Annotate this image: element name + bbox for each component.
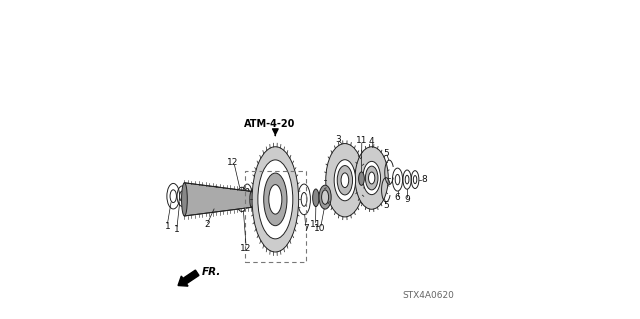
FancyArrow shape xyxy=(178,270,199,286)
Text: 11: 11 xyxy=(356,136,367,145)
Text: FR.: FR. xyxy=(202,267,221,277)
Text: 5: 5 xyxy=(383,149,388,158)
Ellipse shape xyxy=(239,193,244,205)
Ellipse shape xyxy=(170,190,177,203)
Ellipse shape xyxy=(180,191,185,201)
Text: 3: 3 xyxy=(335,135,341,144)
Ellipse shape xyxy=(326,144,364,217)
Text: 1: 1 xyxy=(164,222,170,231)
Ellipse shape xyxy=(258,160,293,239)
Ellipse shape xyxy=(355,147,388,209)
Ellipse shape xyxy=(363,161,381,195)
Ellipse shape xyxy=(245,189,250,197)
Ellipse shape xyxy=(321,190,328,204)
Text: 10: 10 xyxy=(314,224,326,233)
Ellipse shape xyxy=(358,172,364,185)
Ellipse shape xyxy=(269,185,282,214)
Ellipse shape xyxy=(252,147,299,252)
Text: 11: 11 xyxy=(310,220,321,229)
Ellipse shape xyxy=(334,160,356,201)
Text: 8: 8 xyxy=(421,175,427,184)
Text: 9: 9 xyxy=(404,195,410,204)
Ellipse shape xyxy=(396,174,400,185)
Polygon shape xyxy=(184,183,252,216)
Ellipse shape xyxy=(341,173,349,188)
Text: 1: 1 xyxy=(174,225,180,234)
Ellipse shape xyxy=(313,189,319,207)
Text: 7: 7 xyxy=(303,224,308,233)
Ellipse shape xyxy=(365,166,378,190)
Ellipse shape xyxy=(337,166,353,195)
Bar xyxy=(245,171,306,262)
Ellipse shape xyxy=(264,173,287,226)
Text: ATM-4-20: ATM-4-20 xyxy=(244,119,295,130)
Ellipse shape xyxy=(369,172,375,184)
Text: 4: 4 xyxy=(369,137,374,146)
Ellipse shape xyxy=(413,175,417,184)
Text: 5: 5 xyxy=(383,201,388,210)
Text: STX4A0620: STX4A0620 xyxy=(403,291,454,300)
Ellipse shape xyxy=(250,191,253,207)
Text: 6: 6 xyxy=(395,193,401,202)
Ellipse shape xyxy=(301,192,307,206)
Ellipse shape xyxy=(405,175,409,184)
Text: 2: 2 xyxy=(204,220,209,229)
Ellipse shape xyxy=(182,183,188,216)
Ellipse shape xyxy=(213,193,218,203)
Ellipse shape xyxy=(319,185,331,209)
Text: 12: 12 xyxy=(227,158,238,167)
Text: 12: 12 xyxy=(240,244,252,253)
